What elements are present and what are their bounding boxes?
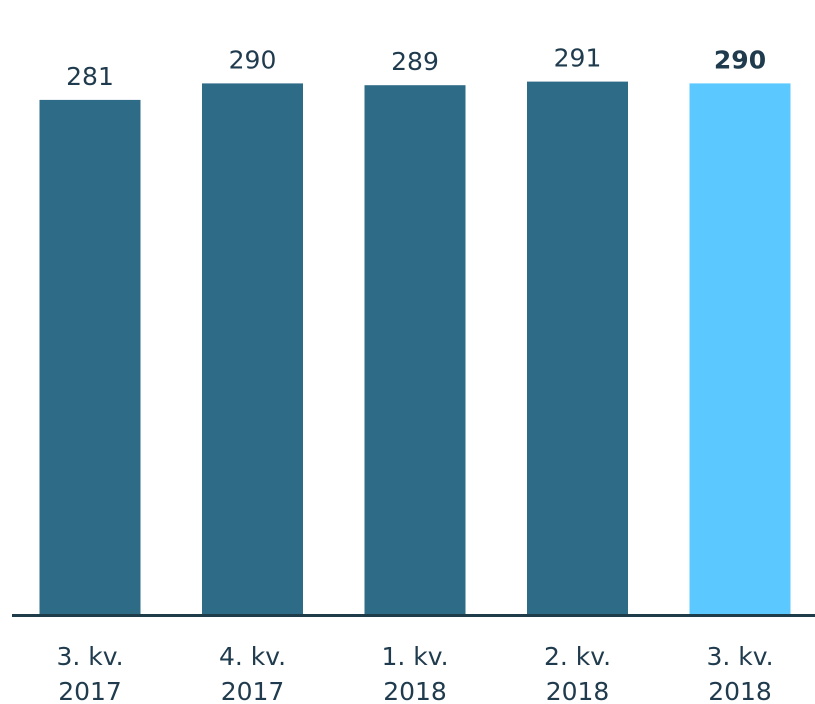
data-label-5: 290 [714,45,766,74]
data-label-4: 291 [554,44,602,73]
bar-4 [527,81,628,615]
x-tick-label-3-line-2: 2018 [383,677,447,704]
data-label-3: 289 [391,47,439,76]
x-tick-label-4-line-1: 2. kv. [544,642,611,671]
x-tick-label-1-line-2: 2017 [58,677,122,704]
x-tick-label-2-line-1: 4. kv. [219,642,286,671]
x-tick-label-5-line-1: 3. kv. [706,642,773,671]
bar-1 [39,99,141,614]
bar-2 [202,83,303,614]
bar-5 [689,83,791,614]
x-tick-label-2-line-2: 2017 [221,677,285,704]
data-label-2: 290 [229,45,277,74]
x-tick-label-3-line-1: 1. kv. [381,642,448,671]
bar-3 [364,85,466,614]
x-tick-label-1-line-1: 3. kv. [56,642,123,671]
x-tick-label-4-line-2: 2018 [546,677,610,704]
x-tick-label-5-line-2: 2018 [708,677,772,704]
data-label-1: 281 [66,62,114,91]
